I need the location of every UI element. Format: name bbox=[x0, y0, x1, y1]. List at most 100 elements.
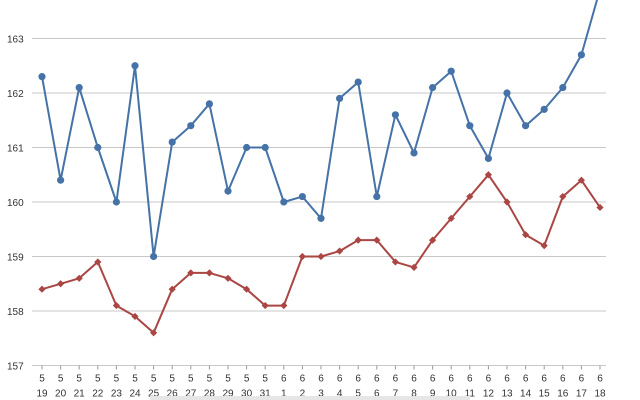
x-tick-day: 29 bbox=[222, 389, 234, 400]
x-axis-ticks: 5195205215225235245255265275285295305316… bbox=[36, 374, 606, 400]
x-tick-month: 6 bbox=[411, 374, 417, 385]
series-blue bbox=[38, 0, 599, 261]
data-point-blue bbox=[112, 198, 120, 206]
x-tick-day: 2 bbox=[300, 389, 306, 400]
y-axis-ticks: 157 158 159 160 161 162 163 bbox=[7, 35, 24, 373]
data-point-red bbox=[57, 280, 65, 288]
data-point-red bbox=[466, 192, 474, 201]
data-point-red bbox=[317, 252, 325, 261]
data-point-red bbox=[187, 269, 195, 277]
data-point-blue bbox=[75, 83, 83, 92]
x-tick-day: 24 bbox=[129, 389, 141, 400]
data-point-blue bbox=[94, 143, 102, 152]
x-tick-month: 6 bbox=[523, 374, 529, 385]
scrollbar-track[interactable] bbox=[150, 396, 470, 400]
data-point-red bbox=[150, 329, 158, 337]
data-point-red bbox=[280, 301, 288, 310]
y-tick-label: 159 bbox=[7, 253, 24, 264]
x-tick-day: 3 bbox=[318, 389, 324, 400]
data-point-blue bbox=[187, 122, 195, 130]
x-tick-day: 4 bbox=[337, 389, 343, 400]
data-point-red bbox=[243, 285, 251, 293]
x-tick-month: 6 bbox=[560, 374, 566, 385]
x-tick-day: 7 bbox=[393, 389, 399, 400]
x-tick-day: 28 bbox=[204, 389, 216, 400]
data-point-blue bbox=[447, 67, 455, 75]
x-tick-month: 6 bbox=[541, 374, 547, 385]
x-tick-month: 5 bbox=[95, 374, 101, 385]
x-tick-month: 6 bbox=[579, 374, 585, 385]
data-point-blue bbox=[317, 214, 325, 222]
data-point-red bbox=[75, 274, 83, 282]
x-tick-month: 6 bbox=[355, 374, 361, 385]
x-tick-month: 5 bbox=[76, 374, 82, 385]
data-point-blue bbox=[577, 51, 586, 59]
x-tick-day: 31 bbox=[260, 389, 272, 400]
x-tick-day: 16 bbox=[557, 389, 569, 400]
x-tick-day: 14 bbox=[520, 389, 532, 400]
x-tick-month: 6 bbox=[300, 374, 306, 385]
x-tick-month: 6 bbox=[504, 374, 510, 385]
data-point-red bbox=[484, 171, 492, 179]
y-tick-label: 157 bbox=[7, 362, 24, 373]
data-point-red bbox=[336, 247, 344, 255]
x-tick-day: 12 bbox=[483, 389, 495, 400]
data-point-blue bbox=[466, 122, 474, 130]
x-tick-day: 21 bbox=[74, 389, 86, 400]
data-point-red bbox=[224, 274, 232, 282]
data-point-blue bbox=[280, 198, 288, 206]
x-tick-day: 1 bbox=[281, 389, 287, 400]
data-point-red bbox=[261, 301, 269, 310]
data-point-red bbox=[373, 236, 381, 244]
data-point-blue bbox=[336, 94, 344, 103]
x-tick-day: 27 bbox=[185, 389, 197, 400]
x-tick-day: 9 bbox=[430, 389, 436, 400]
x-tick-day: 25 bbox=[148, 389, 160, 400]
data-point-red bbox=[205, 269, 213, 277]
data-point-red bbox=[131, 312, 139, 321]
data-point-red bbox=[522, 231, 530, 239]
data-point-blue bbox=[38, 73, 46, 81]
x-tick-month: 6 bbox=[281, 374, 287, 385]
data-point-red bbox=[354, 236, 362, 244]
data-point-blue bbox=[559, 83, 567, 92]
x-tick-month: 5 bbox=[58, 374, 64, 385]
data-point-blue bbox=[298, 192, 306, 201]
y-tick-label: 158 bbox=[7, 307, 24, 318]
data-point-blue bbox=[205, 100, 213, 108]
data-point-blue bbox=[168, 138, 176, 146]
x-tick-day: 5 bbox=[355, 389, 361, 400]
x-tick-day: 17 bbox=[576, 389, 588, 400]
y-tick-label: 162 bbox=[7, 89, 24, 100]
x-tick-day: 6 bbox=[374, 389, 380, 400]
x-tick-month: 5 bbox=[39, 374, 45, 385]
x-tick-month: 6 bbox=[318, 374, 324, 385]
data-point-red bbox=[596, 203, 604, 212]
data-point-red bbox=[168, 285, 176, 293]
data-point-blue bbox=[429, 83, 437, 92]
x-tick-month: 5 bbox=[132, 374, 138, 385]
x-tick-day: 18 bbox=[594, 389, 606, 400]
data-point-blue bbox=[522, 122, 530, 130]
x-tick-day: 11 bbox=[465, 389, 476, 400]
x-tick-day: 19 bbox=[36, 389, 48, 400]
x-axis bbox=[41, 365, 601, 370]
data-point-red bbox=[503, 198, 511, 206]
data-point-blue bbox=[131, 62, 139, 70]
x-tick-day: 10 bbox=[446, 389, 458, 400]
data-point-blue bbox=[373, 192, 381, 201]
x-tick-day: 15 bbox=[539, 389, 551, 400]
data-point-red bbox=[391, 258, 399, 266]
data-point-blue bbox=[150, 252, 158, 261]
data-point-blue bbox=[261, 143, 269, 152]
x-tick-month: 6 bbox=[467, 374, 473, 385]
data-point-blue bbox=[354, 78, 362, 86]
data-point-blue bbox=[391, 111, 399, 119]
data-point-blue bbox=[410, 149, 418, 157]
y-tick-label: 161 bbox=[7, 144, 24, 155]
data-point-blue bbox=[243, 143, 251, 152]
x-tick-month: 5 bbox=[114, 374, 120, 385]
x-tick-day: 22 bbox=[92, 389, 104, 400]
x-tick-month: 6 bbox=[597, 374, 603, 385]
series-group bbox=[38, 0, 604, 337]
